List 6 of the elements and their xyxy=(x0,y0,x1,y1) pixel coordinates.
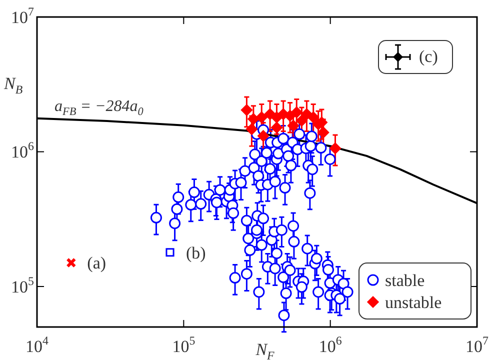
annotation: (c) xyxy=(419,47,438,67)
legend-label: unstable xyxy=(385,293,442,312)
annotation: (a) xyxy=(87,254,106,273)
annotation: (b) xyxy=(186,243,206,262)
legend-label: stable xyxy=(385,271,425,290)
key-box: (c) xyxy=(378,40,453,74)
